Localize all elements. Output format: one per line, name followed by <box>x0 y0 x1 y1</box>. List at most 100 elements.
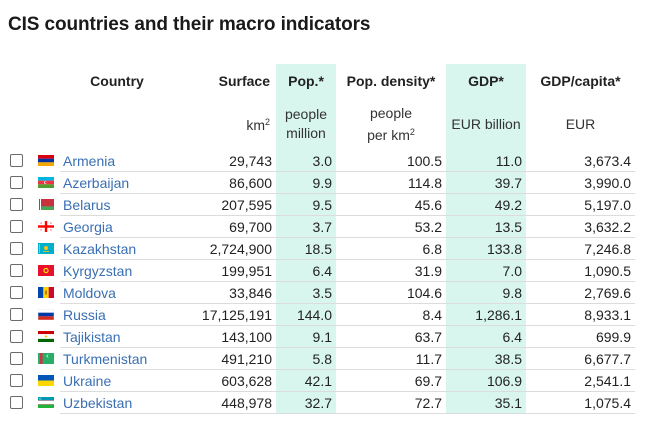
header-surface[interactable]: Surface <box>218 73 270 89</box>
row-checkbox[interactable] <box>10 286 23 299</box>
georgia-flag-icon <box>38 221 54 232</box>
density-value: 104.6 <box>336 281 446 304</box>
unit-gdp-capita: EUR <box>565 115 596 132</box>
row-checkbox[interactable] <box>10 264 23 277</box>
density-value: 8.4 <box>336 303 446 326</box>
table-row: Kazakhstan 2,724,900 18.5 6.8 133.8 7,246.8 <box>6 237 635 260</box>
row-checkbox[interactable] <box>10 374 23 387</box>
surface-value: 17,125,191 <box>174 303 276 326</box>
header-country[interactable]: Country <box>90 73 144 89</box>
density-value: 53.2 <box>336 215 446 238</box>
belarus-flag-icon <box>38 199 54 210</box>
moldova-flag-icon <box>38 287 54 298</box>
country-link[interactable]: Georgia <box>63 218 113 235</box>
country-link[interactable]: Russia <box>63 306 106 323</box>
density-value: 31.9 <box>336 259 446 282</box>
pop-value: 3.5 <box>276 281 336 304</box>
pop-value: 5.8 <box>276 347 336 370</box>
unit-pop: people million <box>276 98 336 150</box>
unit-surface: km2 <box>246 117 270 133</box>
country-link[interactable]: Turkmenistan <box>63 350 148 367</box>
turkmenistan-flag-icon <box>38 353 54 364</box>
surface-value: 86,600 <box>174 171 276 194</box>
gdp-value: 1,286.1 <box>446 303 526 326</box>
gdp-capita-value: 2,541.1 <box>526 369 635 392</box>
country-link[interactable]: Kyrgyzstan <box>63 262 133 279</box>
gdp-value: 9.8 <box>446 281 526 304</box>
gdp-capita-value: 699.9 <box>526 325 635 348</box>
row-checkbox[interactable] <box>10 396 23 409</box>
header-gdp-capita[interactable]: GDP/capita* <box>540 73 621 89</box>
country-link[interactable]: Uzbekistan <box>63 394 133 411</box>
row-checkbox[interactable] <box>10 352 23 365</box>
ukraine-flag-icon <box>38 375 54 386</box>
density-value: 6.8 <box>336 237 446 260</box>
gdp-value: 35.1 <box>446 391 526 414</box>
row-checkbox[interactable] <box>10 330 23 343</box>
unit-density: people per km2 <box>367 104 415 143</box>
row-checkbox[interactable] <box>10 176 23 189</box>
gdp-capita-value: 1,075.4 <box>526 391 635 414</box>
pop-value: 6.4 <box>276 259 336 282</box>
surface-value: 207,595 <box>174 193 276 216</box>
surface-value: 69,700 <box>174 215 276 238</box>
country-link[interactable]: Moldova <box>63 284 116 301</box>
table-row: Russia 17,125,191 144.0 8.4 1,286.1 8,933.1 <box>6 303 635 326</box>
pop-value: 144.0 <box>276 303 336 326</box>
gdp-capita-value: 3,673.4 <box>526 150 635 172</box>
country-link[interactable]: Ukraine <box>63 372 112 389</box>
row-checkbox[interactable] <box>10 154 23 168</box>
row-checkbox[interactable] <box>10 242 23 255</box>
header-pop[interactable]: Pop.* <box>276 64 336 98</box>
uzbekistan-flag-icon <box>38 397 54 408</box>
kyrgyzstan-flag-icon <box>38 265 54 276</box>
table-row: Kyrgyzstan 199,951 6.4 31.9 7.0 1,090.5 <box>6 259 635 282</box>
surface-value: 33,846 <box>174 281 276 304</box>
table-row: Ukraine 603,628 42.1 69.7 106.9 2,541.1 <box>6 369 635 392</box>
gdp-value: 38.5 <box>446 347 526 370</box>
header-density[interactable]: Pop. density* <box>346 73 436 89</box>
pop-value: 3.7 <box>276 215 336 238</box>
table-row: Turkmenistan 491,210 5.8 11.7 38.5 6,677.7 <box>6 347 635 370</box>
country-link[interactable]: Tajikistan <box>63 328 121 345</box>
surface-value: 199,951 <box>174 259 276 282</box>
pop-value: 9.9 <box>276 171 336 194</box>
surface-value: 448,978 <box>174 391 276 414</box>
row-checkbox[interactable] <box>10 220 23 233</box>
header-gdp[interactable]: GDP* <box>446 64 526 98</box>
table-row: Tajikistan 143,100 9.1 63.7 6.4 699.9 <box>6 325 635 348</box>
gdp-capita-value: 2,769.6 <box>526 281 635 304</box>
gdp-value: 49.2 <box>446 193 526 216</box>
table-row: Azerbaijan 86,600 9.9 114.8 39.7 3,990.0 <box>6 171 635 194</box>
density-value: 63.7 <box>336 325 446 348</box>
azerbaijan-flag-icon <box>38 177 54 188</box>
country-link[interactable]: Azerbaijan <box>63 174 130 191</box>
page-title: CIS countries and their macro indicators <box>8 14 371 35</box>
gdp-capita-value: 7,246.8 <box>526 237 635 260</box>
country-link[interactable]: Kazakhstan <box>63 240 137 257</box>
kazakhstan-flag-icon <box>38 243 54 254</box>
tajikistan-flag-icon <box>38 331 54 342</box>
gdp-capita-value: 5,197.0 <box>526 193 635 216</box>
gdp-value: 6.4 <box>446 325 526 348</box>
gdp-value: 7.0 <box>446 259 526 282</box>
gdp-capita-value: 3,632.2 <box>526 215 635 238</box>
density-value: 45.6 <box>336 193 446 216</box>
gdp-capita-value: 1,090.5 <box>526 259 635 282</box>
surface-value: 2,724,900 <box>174 237 276 260</box>
row-checkbox[interactable] <box>10 198 23 211</box>
table-row: Georgia 69,700 3.7 53.2 13.5 3,632.2 <box>6 215 635 238</box>
indicators-table: Country Surface Pop.* Pop. density* GDP*… <box>6 64 635 414</box>
row-checkbox[interactable] <box>10 308 23 321</box>
pop-value: 3.0 <box>276 150 336 172</box>
pop-value: 32.7 <box>276 391 336 414</box>
gdp-value: 106.9 <box>446 369 526 392</box>
table-row: Armenia 29,743 3.0 100.5 11.0 3,673.4 <box>6 150 635 172</box>
table-row: Belarus 207,595 9.5 45.6 49.2 5,197.0 <box>6 193 635 216</box>
pop-value: 18.5 <box>276 237 336 260</box>
country-link[interactable]: Armenia <box>63 152 116 169</box>
country-link[interactable]: Belarus <box>63 196 111 213</box>
density-value: 100.5 <box>336 150 446 172</box>
pop-value: 9.5 <box>276 193 336 216</box>
surface-value: 29,743 <box>174 150 276 172</box>
